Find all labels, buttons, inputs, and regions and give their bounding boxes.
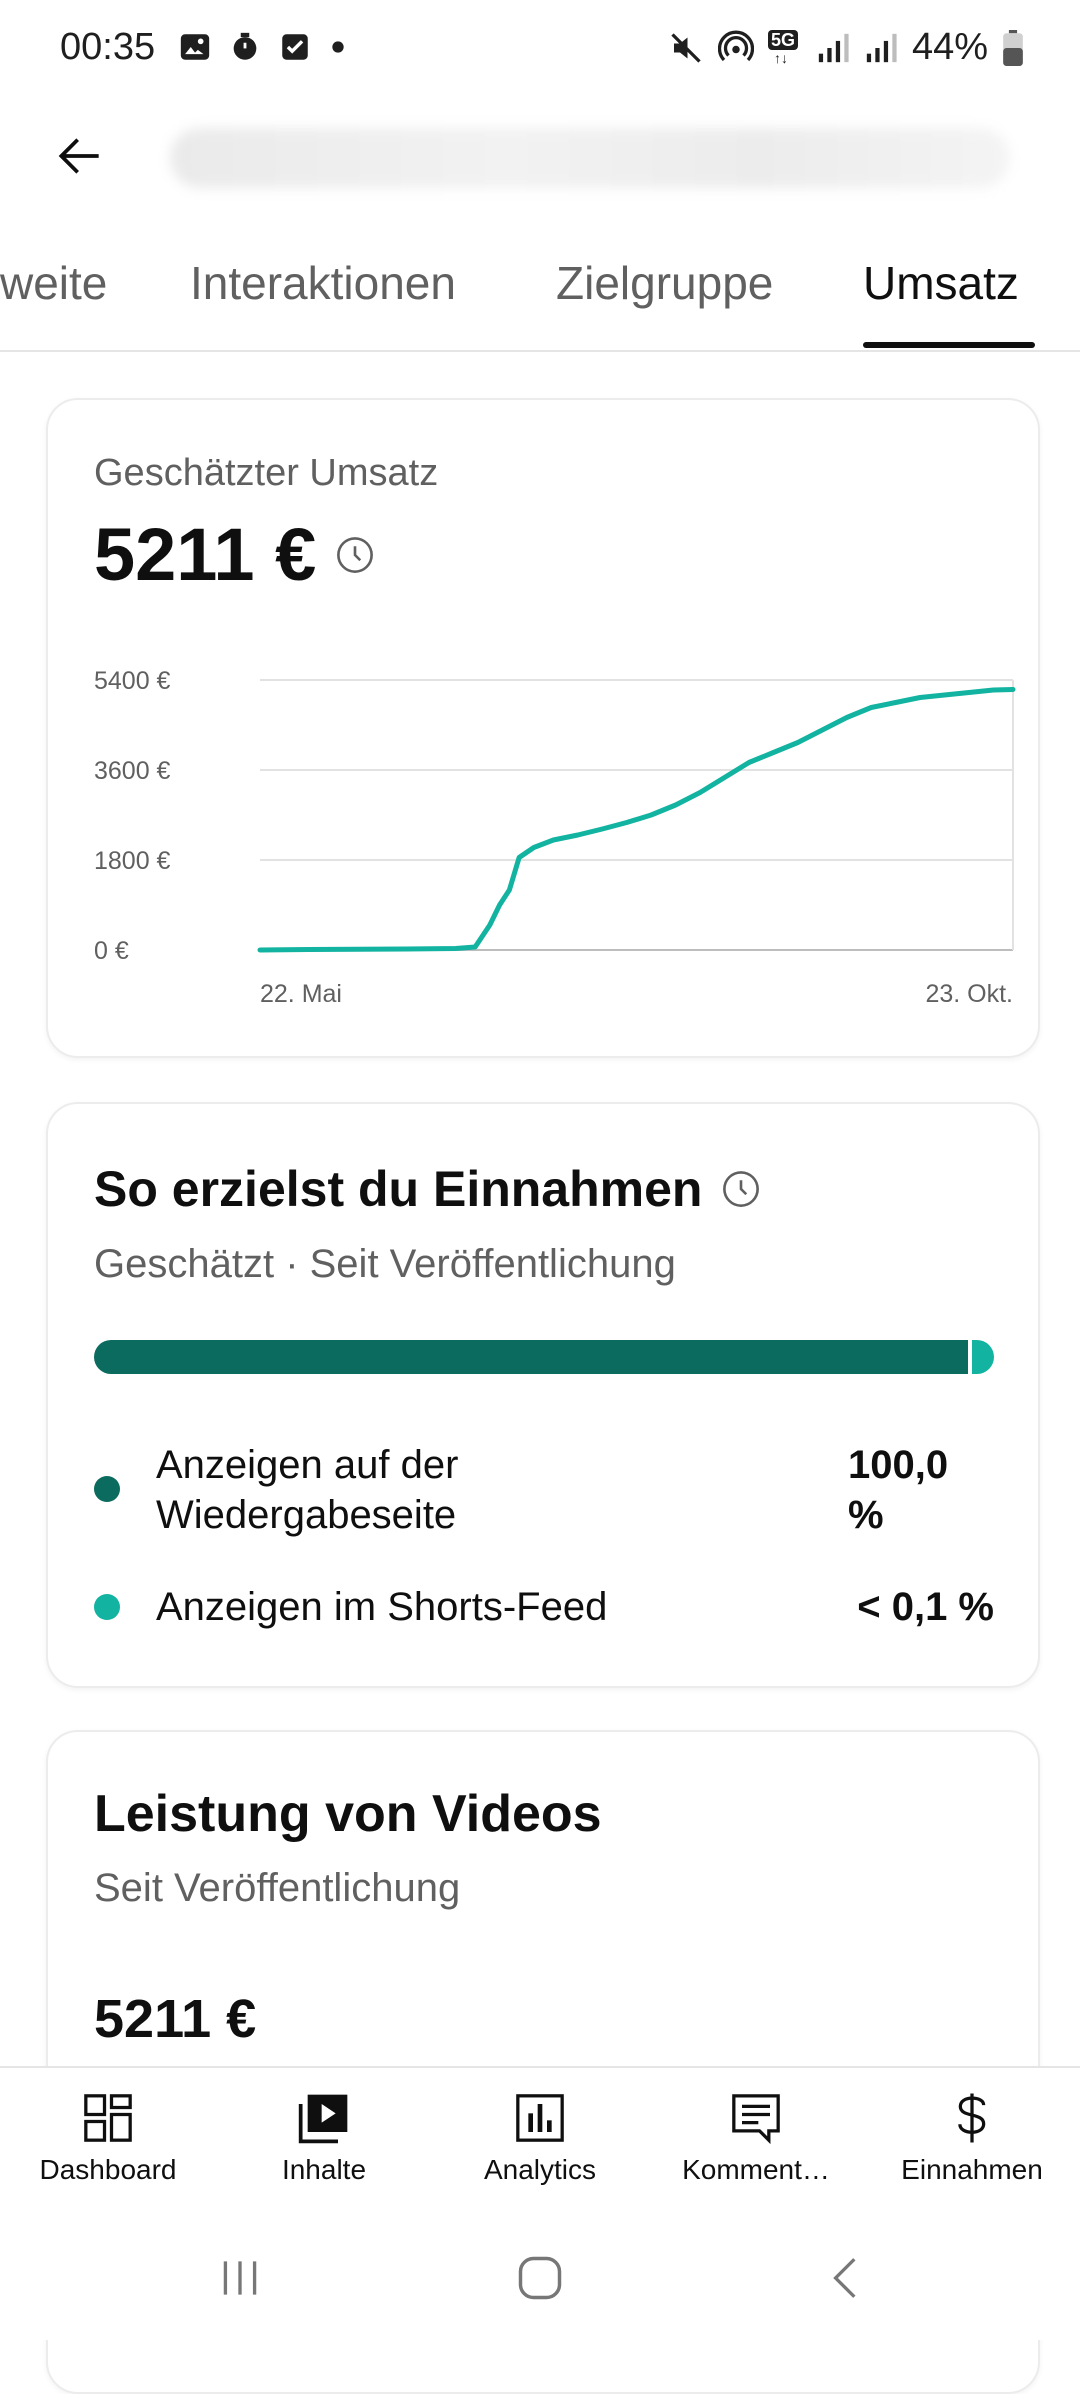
nav-dashboard[interactable]: Dashboard [0,2068,216,2212]
legend-item-shorts-feed: Anzeigen im Shorts-Feed < 0,1 % [94,1580,994,1640]
revenue-card[interactable]: Geschätzter Umsatz 5211 € 0 € 1800 € 3600 … [46,398,1040,1058]
battery-icon [1003,29,1023,66]
nav-earnings[interactable]: Einnahmen [864,2068,1080,2212]
timer-icon [233,32,257,60]
y-tick-label: 3600 € [94,757,171,785]
channel-name-redacted [170,128,1010,188]
legend-label: Anzeigen im Shorts-Feed [156,1585,608,1629]
home-icon [518,2256,562,2300]
battery-percent: 44% [911,26,988,68]
hotspot-icon [717,30,754,61]
legend-value-line2: % [848,1493,884,1537]
clock-icon[interactable] [720,1168,762,1210]
nav-label: Einnahmen [901,2154,1043,2185]
nav-label: Inhalte [281,2154,367,2185]
revenue-value: 5211 € [94,513,317,596]
bar-segment [94,1340,968,1374]
videos-title: Leistung von Videos [94,1785,602,1843]
nav-label: Komment… [682,2154,830,2185]
tab-reichweite[interactable]: weite [0,257,108,309]
y-tick-label: 5400 € [94,667,171,695]
mute-icon [671,32,701,63]
signal-icon [818,33,849,62]
analytics-tabs: weite Interaktionen Zielgruppe Umsatz [0,250,1080,352]
revenue-chart: 0 € 1800 € 3600 € 5400 € 22. Mai 23. Okt. [94,667,1016,1008]
revenue-value-row: 5211 € [94,512,376,597]
earnings-distribution-bar [94,1340,994,1374]
earnings-title: So erzielst du Einnahmen [94,1161,703,1217]
home-button[interactable] [500,2248,580,2308]
dot-icon [332,41,344,53]
checkbox-icon [282,34,308,60]
earnings-card[interactable]: So erzielst du Einnahmen Geschätzt · Sei… [46,1102,1040,1688]
nav-comments[interactable]: Komment… [648,2068,864,2212]
bar-segment [967,1340,994,1374]
5g-icon: 5G ↑↓ [767,29,802,66]
dashboard-icon [84,2094,132,2142]
x-tick-label: 23. Okt. [925,980,1013,1008]
legend-dot [94,1476,120,1502]
legend-value-line1: 100,0 [848,1443,949,1487]
legend-label-line2: Wiedergabeseite [156,1493,457,1537]
bottom-navigation: Dashboard Inhalte Analytics Komment… Ein… [0,2066,1080,2212]
back-button[interactable] [44,120,116,192]
revenue-label: Geschätzter Umsatz [94,452,439,494]
tab-umsatz[interactable]: Umsatz [863,257,1019,309]
back-icon [833,2258,856,2298]
tab-zielgruppe[interactable]: Zielgruppe [556,257,774,309]
active-tab-indicator [863,342,1035,348]
content-icon [298,2094,348,2144]
arrow-left-icon [58,138,99,174]
status-time: 00:35 [60,26,156,68]
dollar-icon [958,2093,986,2143]
status-right-icons: 5G ↑↓ 44% [668,26,1024,69]
analytics-icon [516,2094,564,2142]
gallery-icon [180,34,210,60]
videos-subtitle: Seit Veröffentlichung [94,1866,461,1910]
earnings-subtitle: Geschätzt · Seit Veröffentlichung [94,1242,676,1286]
comments-icon [732,2094,780,2145]
legend-dot [94,1594,120,1620]
revenue-series-line [257,686,1016,953]
tab-interaktionen[interactable]: Interaktionen [190,257,456,309]
legend-item-watch-page: Anzeigen auf der Wiedergabeseite 100,0 % [94,1434,994,1544]
system-navigation [0,2210,1080,2340]
signal-icon [866,33,897,62]
nav-label: Dashboard [39,2154,177,2185]
status-left-icons [178,30,348,64]
recents-button[interactable] [200,2248,280,2308]
videos-value: 5211 € [94,1989,257,2049]
y-tick-label: 1800 € [94,847,171,875]
clock-icon[interactable] [334,534,376,576]
nav-label: Analytics [483,2154,597,2185]
status-bar: 00:35 5G ↑↓ 44% [0,0,1080,100]
nav-content[interactable]: Inhalte [216,2068,432,2212]
recents-icon [223,2261,257,2295]
legend-value: < 0,1 % [857,1585,994,1629]
legend-label-line1: Anzeigen auf der [156,1443,459,1487]
nav-analytics[interactable]: Analytics [432,2068,648,2212]
network-badge: 5G [767,29,798,50]
header [0,100,1080,250]
y-tick-label: 0 € [94,937,129,965]
earnings-title-row: So erzielst du Einnahmen [94,1160,762,1218]
x-tick-label: 22. Mai [260,980,342,1008]
system-back-button[interactable] [806,2248,886,2308]
